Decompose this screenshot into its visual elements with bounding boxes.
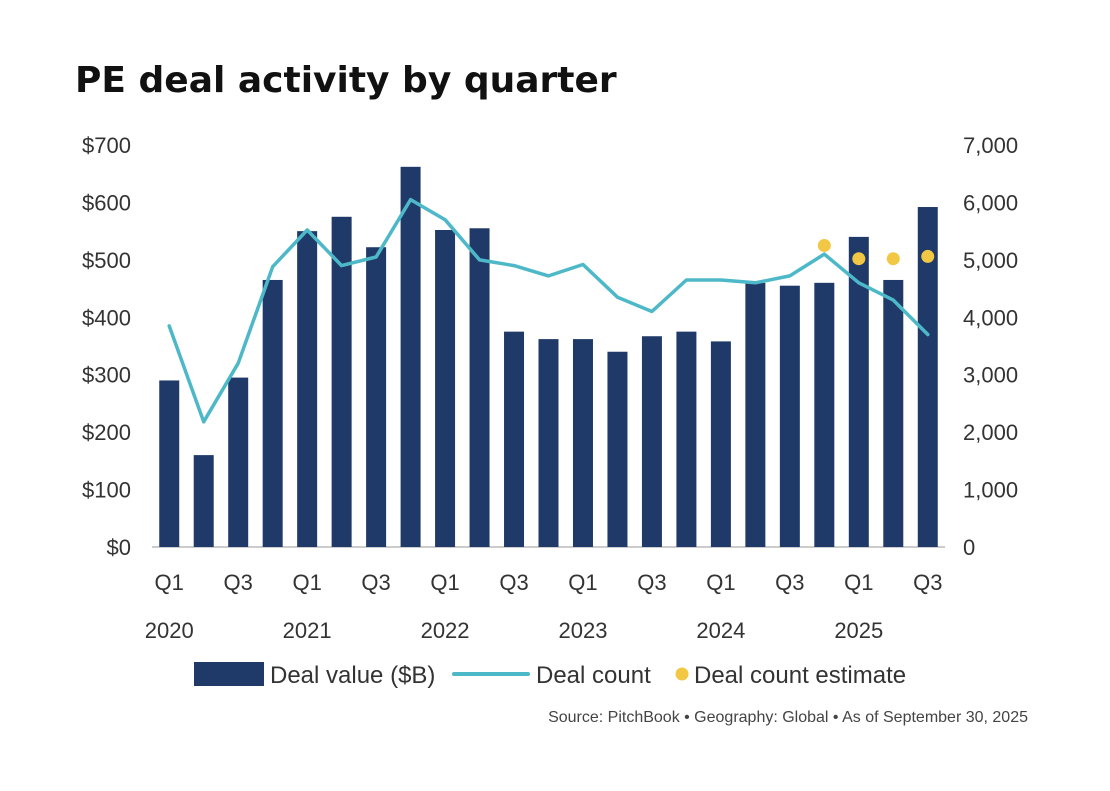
bar-deal-value — [159, 380, 180, 547]
y-left-tick-label: $500 — [82, 248, 131, 273]
y-left-tick-label: $600 — [82, 190, 131, 215]
x-tick-label: Q3 — [499, 570, 528, 595]
x-year-label: 2022 — [421, 618, 470, 643]
y-left-tick-label: $400 — [82, 305, 131, 330]
x-tick-label: Q3 — [637, 570, 666, 595]
x-tick-label: Q1 — [430, 570, 459, 595]
bar-deal-value — [883, 279, 904, 547]
bar-deal-value — [400, 166, 421, 547]
bar-deal-value — [607, 351, 628, 547]
line-deal-count — [167, 197, 930, 424]
bar-deal-value — [676, 331, 697, 547]
bar-deal-value — [538, 339, 559, 547]
x-tick-label: Q1 — [706, 570, 735, 595]
legend-swatch-deal-value — [194, 662, 264, 686]
y-left-tick-label: $100 — [82, 478, 131, 503]
x-tick-label: Q1 — [568, 570, 597, 595]
bar-deal-value — [779, 285, 800, 547]
y-left-tick-label: $0 — [107, 535, 131, 560]
x-year-label: 2024 — [696, 618, 745, 643]
y-left-tick-label: $200 — [82, 420, 131, 445]
bar-deal-value — [435, 229, 456, 547]
y-right-tick-label: 7,000 — [963, 133, 1018, 158]
bar-deal-value — [917, 207, 938, 547]
bar-deal-value — [193, 455, 214, 547]
x-tick-label: Q3 — [224, 570, 253, 595]
legend-label-deal-count-estimate: Deal count estimate — [694, 662, 906, 689]
x-year-label: 2020 — [145, 618, 194, 643]
legend-swatch-deal-count-estimate — [675, 667, 689, 681]
bar-deal-value — [745, 282, 766, 547]
x-tick-label: Q1 — [844, 570, 873, 595]
bar-deal-value — [572, 339, 593, 547]
bar-deal-value — [504, 331, 525, 547]
legend-label-deal-count: Deal count — [536, 662, 651, 689]
bar-deal-value — [297, 231, 318, 547]
x-tick-label: Q1 — [155, 570, 184, 595]
y-right-tick-label: 4,000 — [963, 305, 1018, 330]
bar-deal-value — [262, 279, 283, 547]
y-left-tick-label: $700 — [82, 133, 131, 158]
y-right-tick-label: 2,000 — [963, 420, 1018, 445]
bar-deal-value — [228, 377, 249, 547]
x-year-label: 2021 — [283, 618, 332, 643]
bar-deal-value — [710, 341, 731, 547]
bar-deal-value — [366, 247, 387, 548]
x-year-label: 2025 — [834, 618, 883, 643]
legend-label-deal-value: Deal value ($B) — [270, 662, 435, 689]
y-right-tick-label: 5,000 — [963, 248, 1018, 273]
point-deal-count-estimate — [886, 252, 900, 266]
x-tick-label: Q1 — [292, 570, 321, 595]
bar-deal-value — [848, 236, 869, 547]
bar-deal-value — [641, 336, 662, 547]
point-deal-count-estimate — [852, 252, 866, 266]
point-deal-count-estimate — [817, 239, 831, 252]
bar-deal-value — [814, 282, 835, 547]
legend: Deal value ($B) Deal count Deal count esti… — [194, 662, 906, 689]
point-deal-count-estimate — [921, 249, 935, 263]
y-right-tick-label: 1,000 — [963, 478, 1018, 503]
x-year-label: 2023 — [559, 618, 608, 643]
bar-deal-value — [469, 228, 490, 547]
chart-title: PE deal activity by quarter — [75, 60, 617, 101]
y-right-tick-label: 0 — [963, 535, 975, 560]
x-tick-label: Q3 — [913, 570, 942, 595]
bar-deal-value — [331, 216, 352, 548]
x-tick-label: Q3 — [775, 570, 804, 595]
y-left-tick-label: $300 — [82, 363, 131, 388]
plot-area: $0 $100 $200 $300 $400 $500 $600 $700 0 1,000 2,00… — [82, 133, 1018, 643]
x-tick-label: Q3 — [361, 570, 390, 595]
y-right-tick-label: 3,000 — [963, 363, 1018, 388]
source-note: Source: PitchBook • Geography: Global • … — [548, 709, 1028, 726]
y-right-tick-label: 6,000 — [963, 190, 1018, 215]
